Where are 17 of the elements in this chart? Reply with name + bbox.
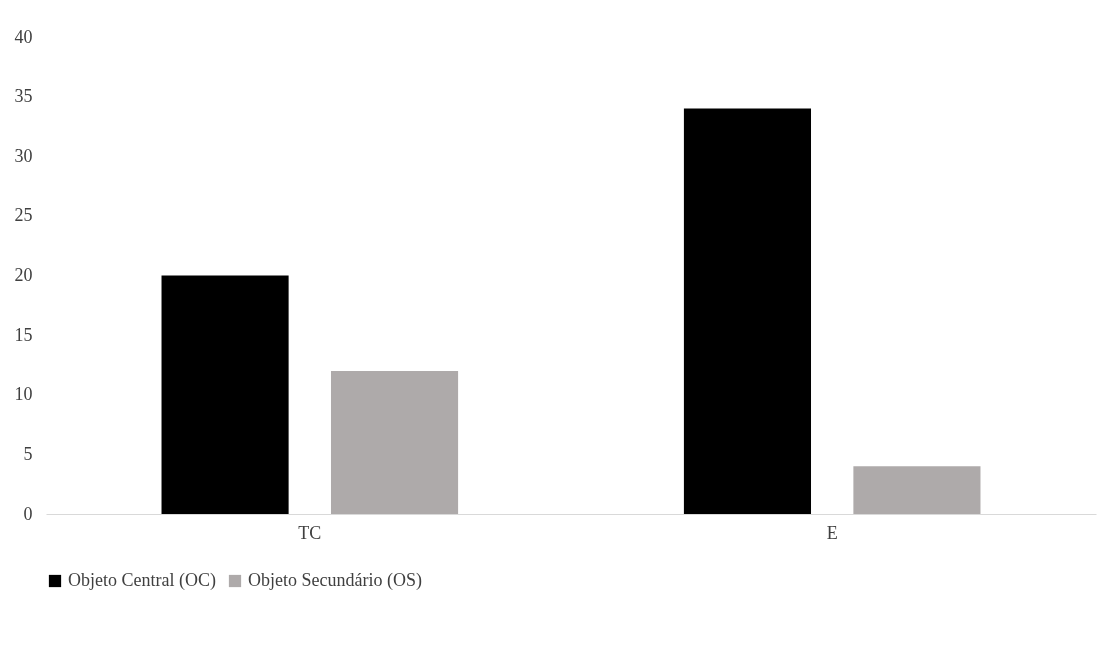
legend-label: Objeto Central (OC) (68, 570, 216, 591)
y-tick-label: 10 (14, 384, 33, 405)
y-tick-label: 20 (14, 265, 33, 285)
y-tick-label: 5 (23, 443, 33, 464)
legend-label: Objeto Secundário (OS) (248, 570, 422, 591)
y-tick-label: 30 (14, 145, 33, 166)
y-tick-label: 0 (23, 503, 33, 524)
bar (161, 275, 289, 514)
bar (853, 466, 981, 514)
y-tick-label: 35 (14, 86, 33, 107)
bar (330, 370, 459, 514)
x-tick-label: TC (298, 522, 322, 543)
y-tick-label: 15 (14, 324, 33, 345)
y-tick-label: 40 (14, 26, 33, 47)
y-tick-label: 25 (14, 205, 33, 226)
bar (683, 108, 812, 514)
x-tick-label: E (826, 522, 838, 543)
